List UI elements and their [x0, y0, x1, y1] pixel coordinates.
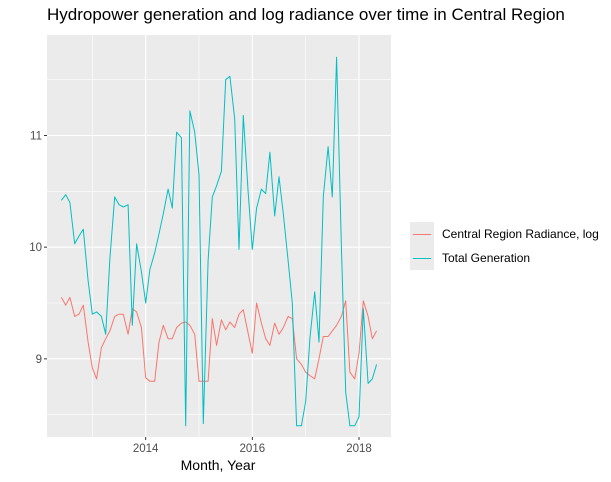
x-tick-label: 2018 [346, 443, 372, 455]
y-tick-label: 9 [36, 354, 42, 366]
x-tick-label: 2016 [240, 443, 266, 455]
minor-gridlines [47, 35, 391, 437]
y-tick-label: 10 [29, 242, 42, 254]
plot-panel [47, 35, 391, 437]
legend-key-radiance [410, 222, 434, 246]
chart-title: Hydropower generation and log radiance o… [47, 5, 565, 24]
axis-layer: 2014 2016 2018 9 10 11 [29, 131, 372, 456]
legend-swatch-radiance [413, 233, 431, 235]
x-tick-label: 2014 [133, 443, 159, 455]
legend-label-total-generation: Total Generation [442, 251, 531, 265]
legend-item-total-generation: Total Generation [410, 246, 599, 270]
legend-item-radiance: Central Region Radiance, log [410, 222, 599, 246]
legend-key-total-generation [410, 246, 434, 270]
legend-swatch-total-generation [413, 257, 431, 259]
series-line-total-generation [61, 56, 378, 427]
legend: Central Region Radiance, log Total Gener… [410, 222, 599, 270]
legend-label-radiance: Central Region Radiance, log [442, 227, 599, 241]
y-tick-label: 11 [30, 131, 42, 143]
series-layer [60, 56, 378, 427]
series-line-radiance [60, 296, 378, 382]
major-gridlines [47, 35, 391, 437]
